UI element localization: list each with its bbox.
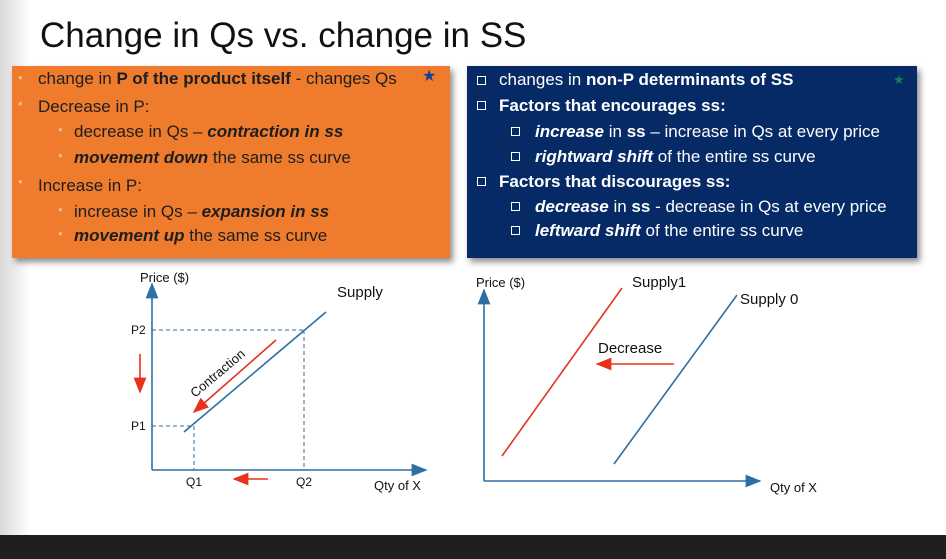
bullet-icon: • [18,96,23,111]
ss-line-7: leftward shift of the entire ss curve [535,221,804,240]
supply-label: Supply [337,284,383,301]
supply-curve [183,311,327,433]
supply1-label: Supply1 [632,274,686,291]
left-y-axis-label: Price ($) [140,270,189,285]
supply0-label: Supply 0 [740,291,798,308]
square-bullet-icon [477,177,486,186]
right-axes [477,288,762,488]
ss-line-5: Factors that discourages ss: [499,172,731,191]
bullet-icon: • [58,122,63,137]
decrease-label: Decrease [598,340,662,357]
right-x-axis-label: Qty of X [770,480,817,495]
p2-label: P2 [131,323,146,337]
supply1-curve [501,287,623,457]
ss-line-4: rightward shift of the entire ss curve [535,147,816,166]
slide: Change in Qs vs. change in SS • change i… [0,0,946,535]
qs-line-5: Increase in P: [38,176,142,195]
square-bullet-icon [511,202,520,211]
contraction-arrow [192,339,277,414]
supply0-curve [613,294,738,465]
ss-change-box: changes in non-P determinants of SS ★ Fa… [467,66,917,258]
qs-line-7: movement up the same ss curve [74,226,328,245]
ss-line-1: changes in non-P determinants of SS [499,70,794,89]
qs-change-box: • change in P of the product itself - ch… [12,66,450,258]
square-bullet-icon [477,101,486,110]
ss-line-2: Factors that encourages ss: [499,96,726,115]
graphs-canvas: Contraction Price ($) Supply P2 P1 Q1 Q2… [131,270,817,495]
qs-line-2: Decrease in P: [38,97,150,116]
left-x-axis-label: Qty of X [374,478,421,493]
slide-title: Change in Qs vs. change in SS [40,16,527,55]
q2-label: Q2 [296,475,312,489]
bullet-icon: • [58,226,63,241]
left-axes [145,282,428,477]
bullet-icon: • [58,148,63,163]
ss-line-6: decrease in ss - decrease in Qs at every… [535,197,887,216]
qs-line-1: change in P of the product itself - chan… [38,69,397,88]
p1-label: P1 [131,419,146,433]
bullet-icon: • [18,174,23,189]
square-bullet-icon [511,127,520,136]
square-bullet-icon [511,226,520,235]
star-icon: ★ [893,72,905,87]
qs-line-6: increase in Qs – expansion in ss [74,202,330,221]
star-icon: ★ [422,68,437,85]
ss-line-3: increase in ss – increase in Qs at every… [535,122,880,141]
right-y-axis-label: Price ($) [476,275,525,290]
qs-line-3: decrease in Qs – contraction in ss [74,122,344,141]
square-bullet-icon [477,76,486,85]
bullet-icon: • [18,70,23,85]
square-bullet-icon [511,152,520,161]
q1-label: Q1 [186,475,202,489]
qs-line-4: movement down the same ss curve [74,148,351,167]
bullet-icon: • [58,202,63,217]
